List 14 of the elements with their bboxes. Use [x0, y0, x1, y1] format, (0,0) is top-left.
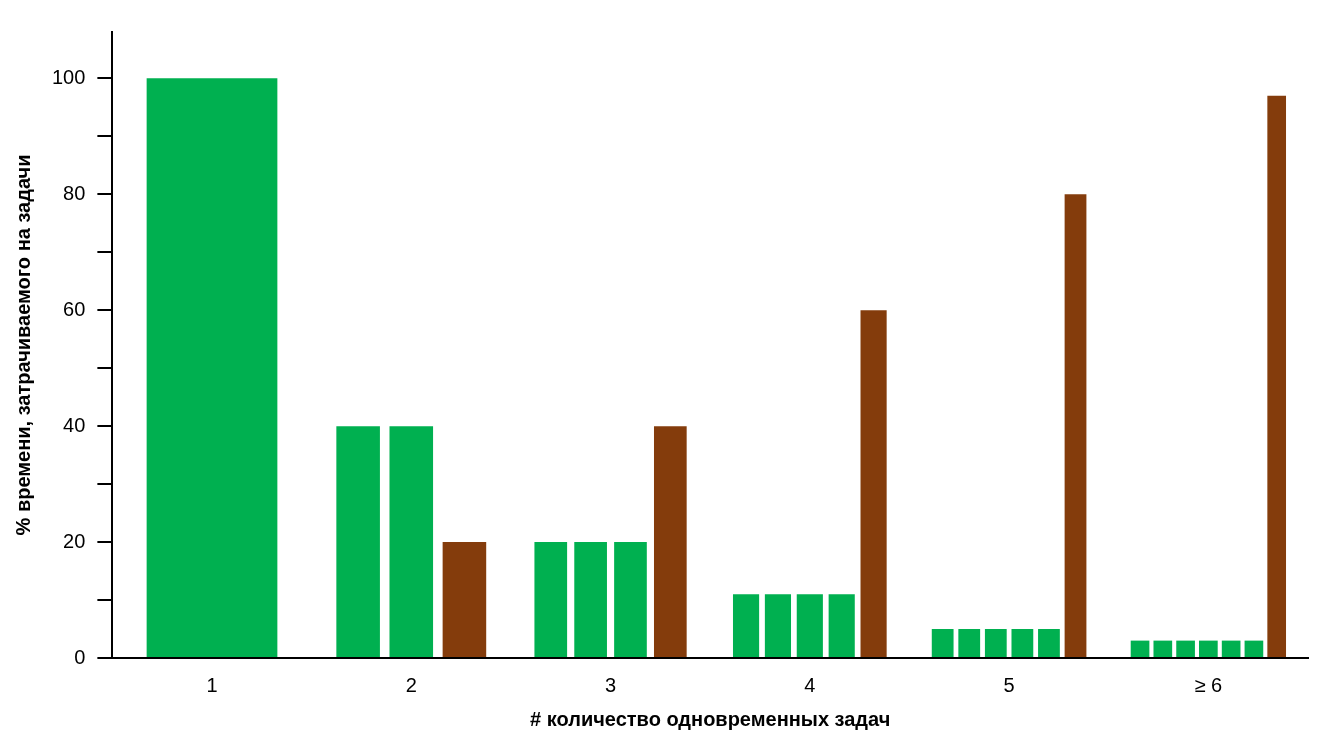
x-tick-label: 1 — [206, 673, 218, 696]
y-tick-label: 40 — [63, 413, 86, 436]
y-tick-label: 60 — [63, 297, 86, 320]
x-tick-label: 4 — [804, 673, 816, 696]
x-tick-label: 2 — [405, 673, 417, 696]
x-tick-label: 5 — [1003, 673, 1015, 696]
y-tick-label: 0 — [74, 645, 86, 668]
x-tick-label: ≥ 6 — [1194, 673, 1223, 696]
x-tick-label: 3 — [604, 673, 617, 696]
y-axis-title: % времени, затрачиваемого на задачи — [11, 154, 34, 536]
x-axis-title: # количество одновременных задач — [530, 707, 891, 730]
y-tick-label: 80 — [63, 181, 86, 204]
y-tick-label: 100 — [51, 65, 86, 88]
y-tick-label: 20 — [63, 529, 86, 552]
